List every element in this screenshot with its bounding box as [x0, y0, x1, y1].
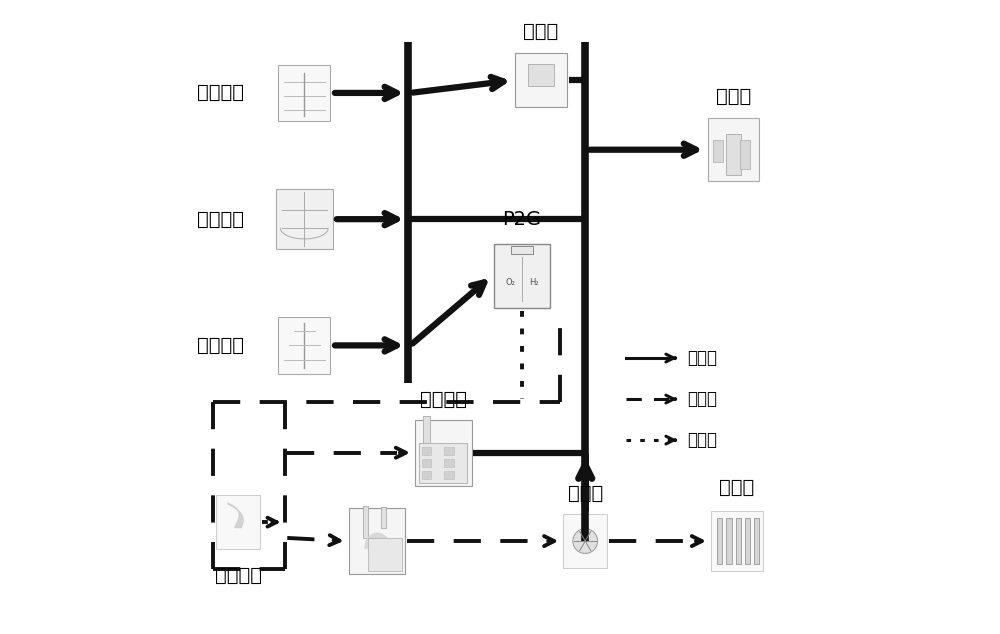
Text: 风电机组: 风电机组: [197, 84, 244, 103]
Bar: [278, 65, 330, 121]
Bar: [444, 448, 454, 455]
Text: 外部气网: 外部气网: [215, 566, 262, 585]
Bar: [422, 471, 431, 479]
Bar: [276, 189, 333, 249]
Text: 气网络: 气网络: [687, 431, 717, 449]
Bar: [423, 417, 430, 446]
Bar: [528, 64, 554, 86]
Circle shape: [573, 529, 598, 553]
Bar: [216, 495, 260, 549]
Text: O₂: O₂: [506, 278, 516, 287]
Bar: [740, 140, 750, 169]
Bar: [494, 245, 550, 307]
Bar: [422, 448, 431, 455]
Text: 电负荷: 电负荷: [716, 87, 751, 106]
Text: P2G: P2G: [503, 210, 542, 229]
Bar: [511, 246, 533, 254]
Bar: [711, 511, 763, 571]
Bar: [444, 460, 454, 467]
Bar: [381, 507, 386, 528]
Text: 燃气锅瀨: 燃气锅瀨: [420, 389, 467, 408]
Bar: [754, 519, 759, 564]
Bar: [726, 519, 732, 564]
Text: 热负荷: 热负荷: [719, 478, 754, 497]
Bar: [717, 519, 722, 564]
Text: H₂: H₂: [529, 278, 538, 287]
Bar: [515, 53, 567, 107]
Bar: [726, 134, 741, 175]
Bar: [745, 519, 750, 564]
Bar: [419, 443, 467, 482]
Bar: [368, 538, 402, 571]
Bar: [713, 140, 723, 162]
Bar: [563, 514, 607, 568]
Polygon shape: [227, 503, 243, 527]
Bar: [415, 420, 472, 486]
Text: 光伏机组: 光伏机组: [197, 210, 244, 229]
Text: 电锅瀨: 电锅瀨: [523, 22, 559, 41]
Bar: [349, 508, 405, 574]
Bar: [363, 506, 368, 538]
Bar: [736, 519, 741, 564]
Bar: [278, 317, 330, 374]
Bar: [708, 118, 759, 181]
Bar: [422, 460, 431, 467]
Text: 热网络: 热网络: [687, 390, 717, 408]
Text: 电网络: 电网络: [687, 349, 717, 367]
Bar: [444, 471, 454, 479]
Text: 换热站: 换热站: [568, 484, 603, 503]
Text: 外部电网: 外部电网: [197, 336, 244, 355]
